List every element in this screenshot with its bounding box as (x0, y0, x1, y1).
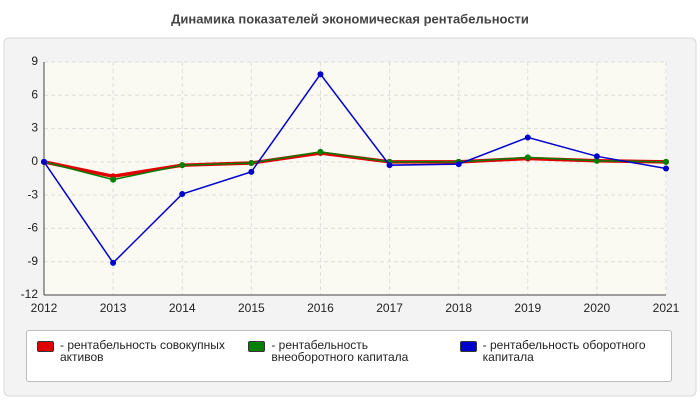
point (593, 157, 600, 164)
series-line (43, 151, 667, 181)
point (110, 259, 117, 266)
legend-label: - рентабельность оборотного капитала (482, 338, 646, 364)
y-tick-label: 3 (31, 121, 38, 135)
x-tick-label: 2018 (445, 301, 472, 315)
legend-entry: - рентабельность совокупных активов (37, 339, 248, 381)
x-tick-label: 2021 (653, 301, 680, 315)
series-line (43, 72, 667, 264)
y-tick-label: -6 (27, 221, 38, 235)
point (317, 71, 324, 78)
point (455, 161, 462, 168)
legend-swatch (248, 341, 266, 352)
x-tick-label: 2012 (31, 301, 58, 315)
point (110, 176, 117, 183)
legend-label: - рентабельность внеоборотного капитала (271, 338, 409, 364)
x-tick-label: 2016 (307, 301, 334, 315)
legend-label: - рентабельность совокупных активов (60, 338, 225, 364)
point (593, 153, 600, 160)
legend: - рентабельность совокупных активов - рен… (26, 330, 672, 382)
point (386, 162, 393, 169)
plot-area (44, 62, 666, 295)
y-tick-label: -12 (21, 287, 39, 301)
x-tick-label: 2015 (238, 301, 265, 315)
x-tick-label: 2014 (169, 301, 196, 315)
point (524, 134, 531, 141)
x-tick-label: 2017 (376, 301, 403, 315)
point (248, 168, 255, 175)
legend-entry: - рентабельность внеоборотного капитала (248, 339, 459, 381)
point (663, 158, 669, 165)
y-tick-label: -9 (27, 254, 38, 268)
point (317, 148, 324, 155)
point (663, 165, 669, 172)
x-tick-label: 2020 (584, 301, 611, 315)
x-tick-label: 2019 (514, 301, 541, 315)
chart-title: Динамика показателей экономическая рента… (171, 11, 529, 26)
legend-entry: - рентабельность оборотного капитала (459, 338, 671, 381)
y-tick-label: 6 (31, 87, 38, 101)
legend-swatch (459, 341, 477, 352)
y-tick-label: -3 (27, 187, 38, 201)
point (248, 159, 255, 166)
point (524, 154, 531, 161)
x-tick-label: 2013 (100, 301, 127, 315)
point (179, 191, 186, 198)
y-tick-label: 0 (31, 154, 38, 168)
legend-swatch (37, 341, 54, 352)
y-tick-label: 9 (31, 54, 38, 68)
point (179, 162, 186, 169)
point (41, 158, 47, 165)
